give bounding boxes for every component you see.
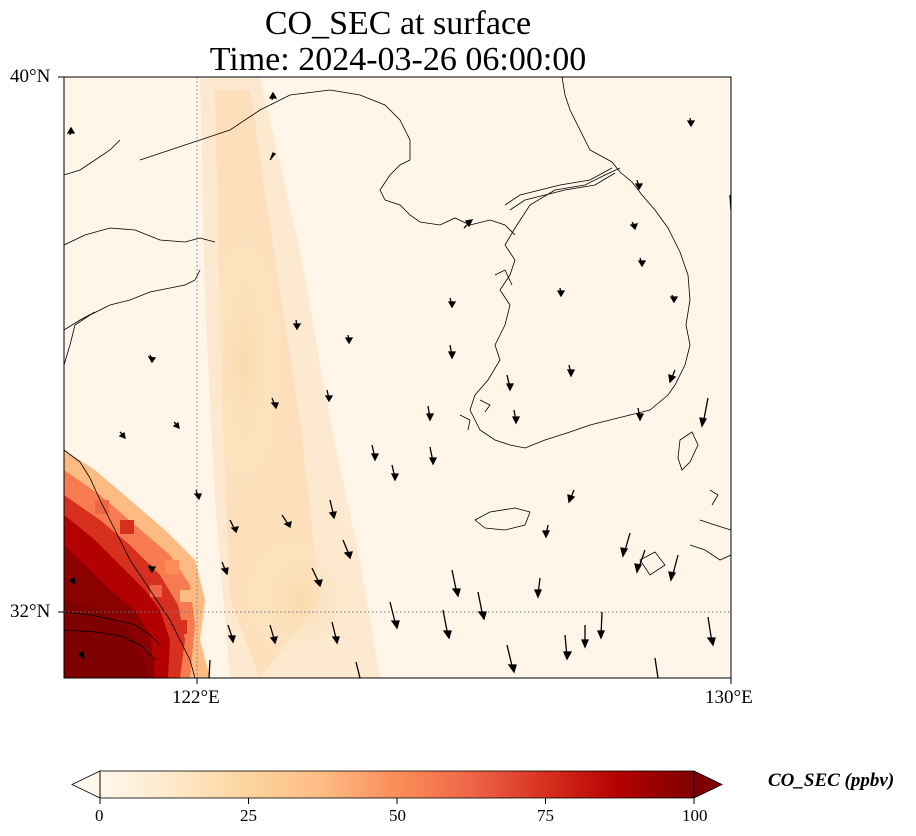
wind-arrow <box>541 524 551 539</box>
wind-arrow <box>390 464 400 482</box>
wind-arrow <box>505 374 515 392</box>
concentration-field <box>64 77 731 678</box>
wind-arrow <box>147 354 157 364</box>
wind-arrow <box>370 444 380 462</box>
wind-arrow <box>451 569 461 598</box>
wind-arrow <box>147 564 157 574</box>
wind-arrow <box>597 611 605 640</box>
wind-arrow <box>425 405 435 422</box>
colorbar <box>71 770 723 804</box>
lat-label-40: 40°N <box>10 66 51 87</box>
wind-arrow <box>511 409 521 425</box>
map-title-line1: CO_SEC at surface <box>264 5 532 42</box>
wind-arrow <box>563 634 573 661</box>
wind-vectors <box>66 91 731 678</box>
wind-arrow <box>269 624 278 645</box>
wind-arrow <box>629 221 639 231</box>
colorbar-tick-50: 50 <box>389 806 406 825</box>
wind-arrow <box>77 650 85 660</box>
wind-arrow <box>229 519 240 534</box>
lon-label-130: 130°E <box>705 687 753 708</box>
wind-arrow <box>620 532 631 558</box>
wind-arrow <box>270 397 279 410</box>
wind-arrow <box>556 287 566 298</box>
wind-arrow <box>566 364 576 378</box>
wind-arrow <box>208 659 211 678</box>
wind-arrow <box>355 661 361 678</box>
wind-arrow <box>668 369 677 384</box>
wind-arrow <box>331 621 340 645</box>
wind-arrow <box>344 334 354 345</box>
wind-arrow <box>634 179 644 191</box>
wind-arrow <box>654 657 659 678</box>
gridlines <box>64 77 731 678</box>
wind-arrow <box>567 489 576 504</box>
coastlines <box>64 77 731 678</box>
wind-arrow <box>193 489 202 501</box>
wind-arrow <box>328 499 337 520</box>
map-frame <box>63 76 732 679</box>
wind-arrow <box>172 421 180 430</box>
wind-arrow <box>66 126 76 136</box>
wind-arrow <box>447 297 457 309</box>
colorbar-tick-75: 75 <box>537 806 554 825</box>
wind-arrow <box>634 549 646 574</box>
wind-arrow <box>292 319 302 331</box>
wind-arrow <box>669 294 679 304</box>
wind-arrow <box>699 397 709 428</box>
wind-arrow <box>428 446 438 466</box>
wind-arrow <box>389 601 400 630</box>
wind-arrow <box>311 567 323 588</box>
wind-arrow <box>668 554 679 582</box>
wind-arrow <box>268 91 278 101</box>
map-title-line2: Time: 2024-03-26 06:00:00 <box>209 41 587 78</box>
wind-arrow <box>281 514 292 529</box>
wind-arrow <box>506 644 517 674</box>
wind-arrow <box>706 616 716 647</box>
wind-arrow <box>68 576 76 586</box>
wind-arrow <box>220 561 229 576</box>
colorbar-tick-0: 0 <box>95 806 104 825</box>
wind-arrow <box>118 431 126 440</box>
wind-arrow <box>637 257 647 268</box>
lat-label-32: 32°N <box>10 601 51 622</box>
wind-arrow <box>635 407 645 422</box>
wind-arrow <box>227 624 236 644</box>
wind-arrow <box>477 591 487 621</box>
wind-arrow <box>442 609 452 640</box>
wind-arrow <box>342 539 353 560</box>
wind-arrow <box>447 344 457 360</box>
wind-arrow <box>324 389 334 403</box>
wind-arrow <box>269 152 277 161</box>
wind-arrow <box>534 577 542 599</box>
lon-label-122: 122°E <box>172 687 220 708</box>
wind-arrow <box>463 219 474 229</box>
wind-arrow <box>686 117 696 128</box>
wind-arrow <box>581 625 589 649</box>
colorbar-tick-100: 100 <box>682 806 708 825</box>
colorbar-tick-25: 25 <box>240 806 257 825</box>
colorbar-label: CO_SEC (ppbv) <box>768 770 895 791</box>
